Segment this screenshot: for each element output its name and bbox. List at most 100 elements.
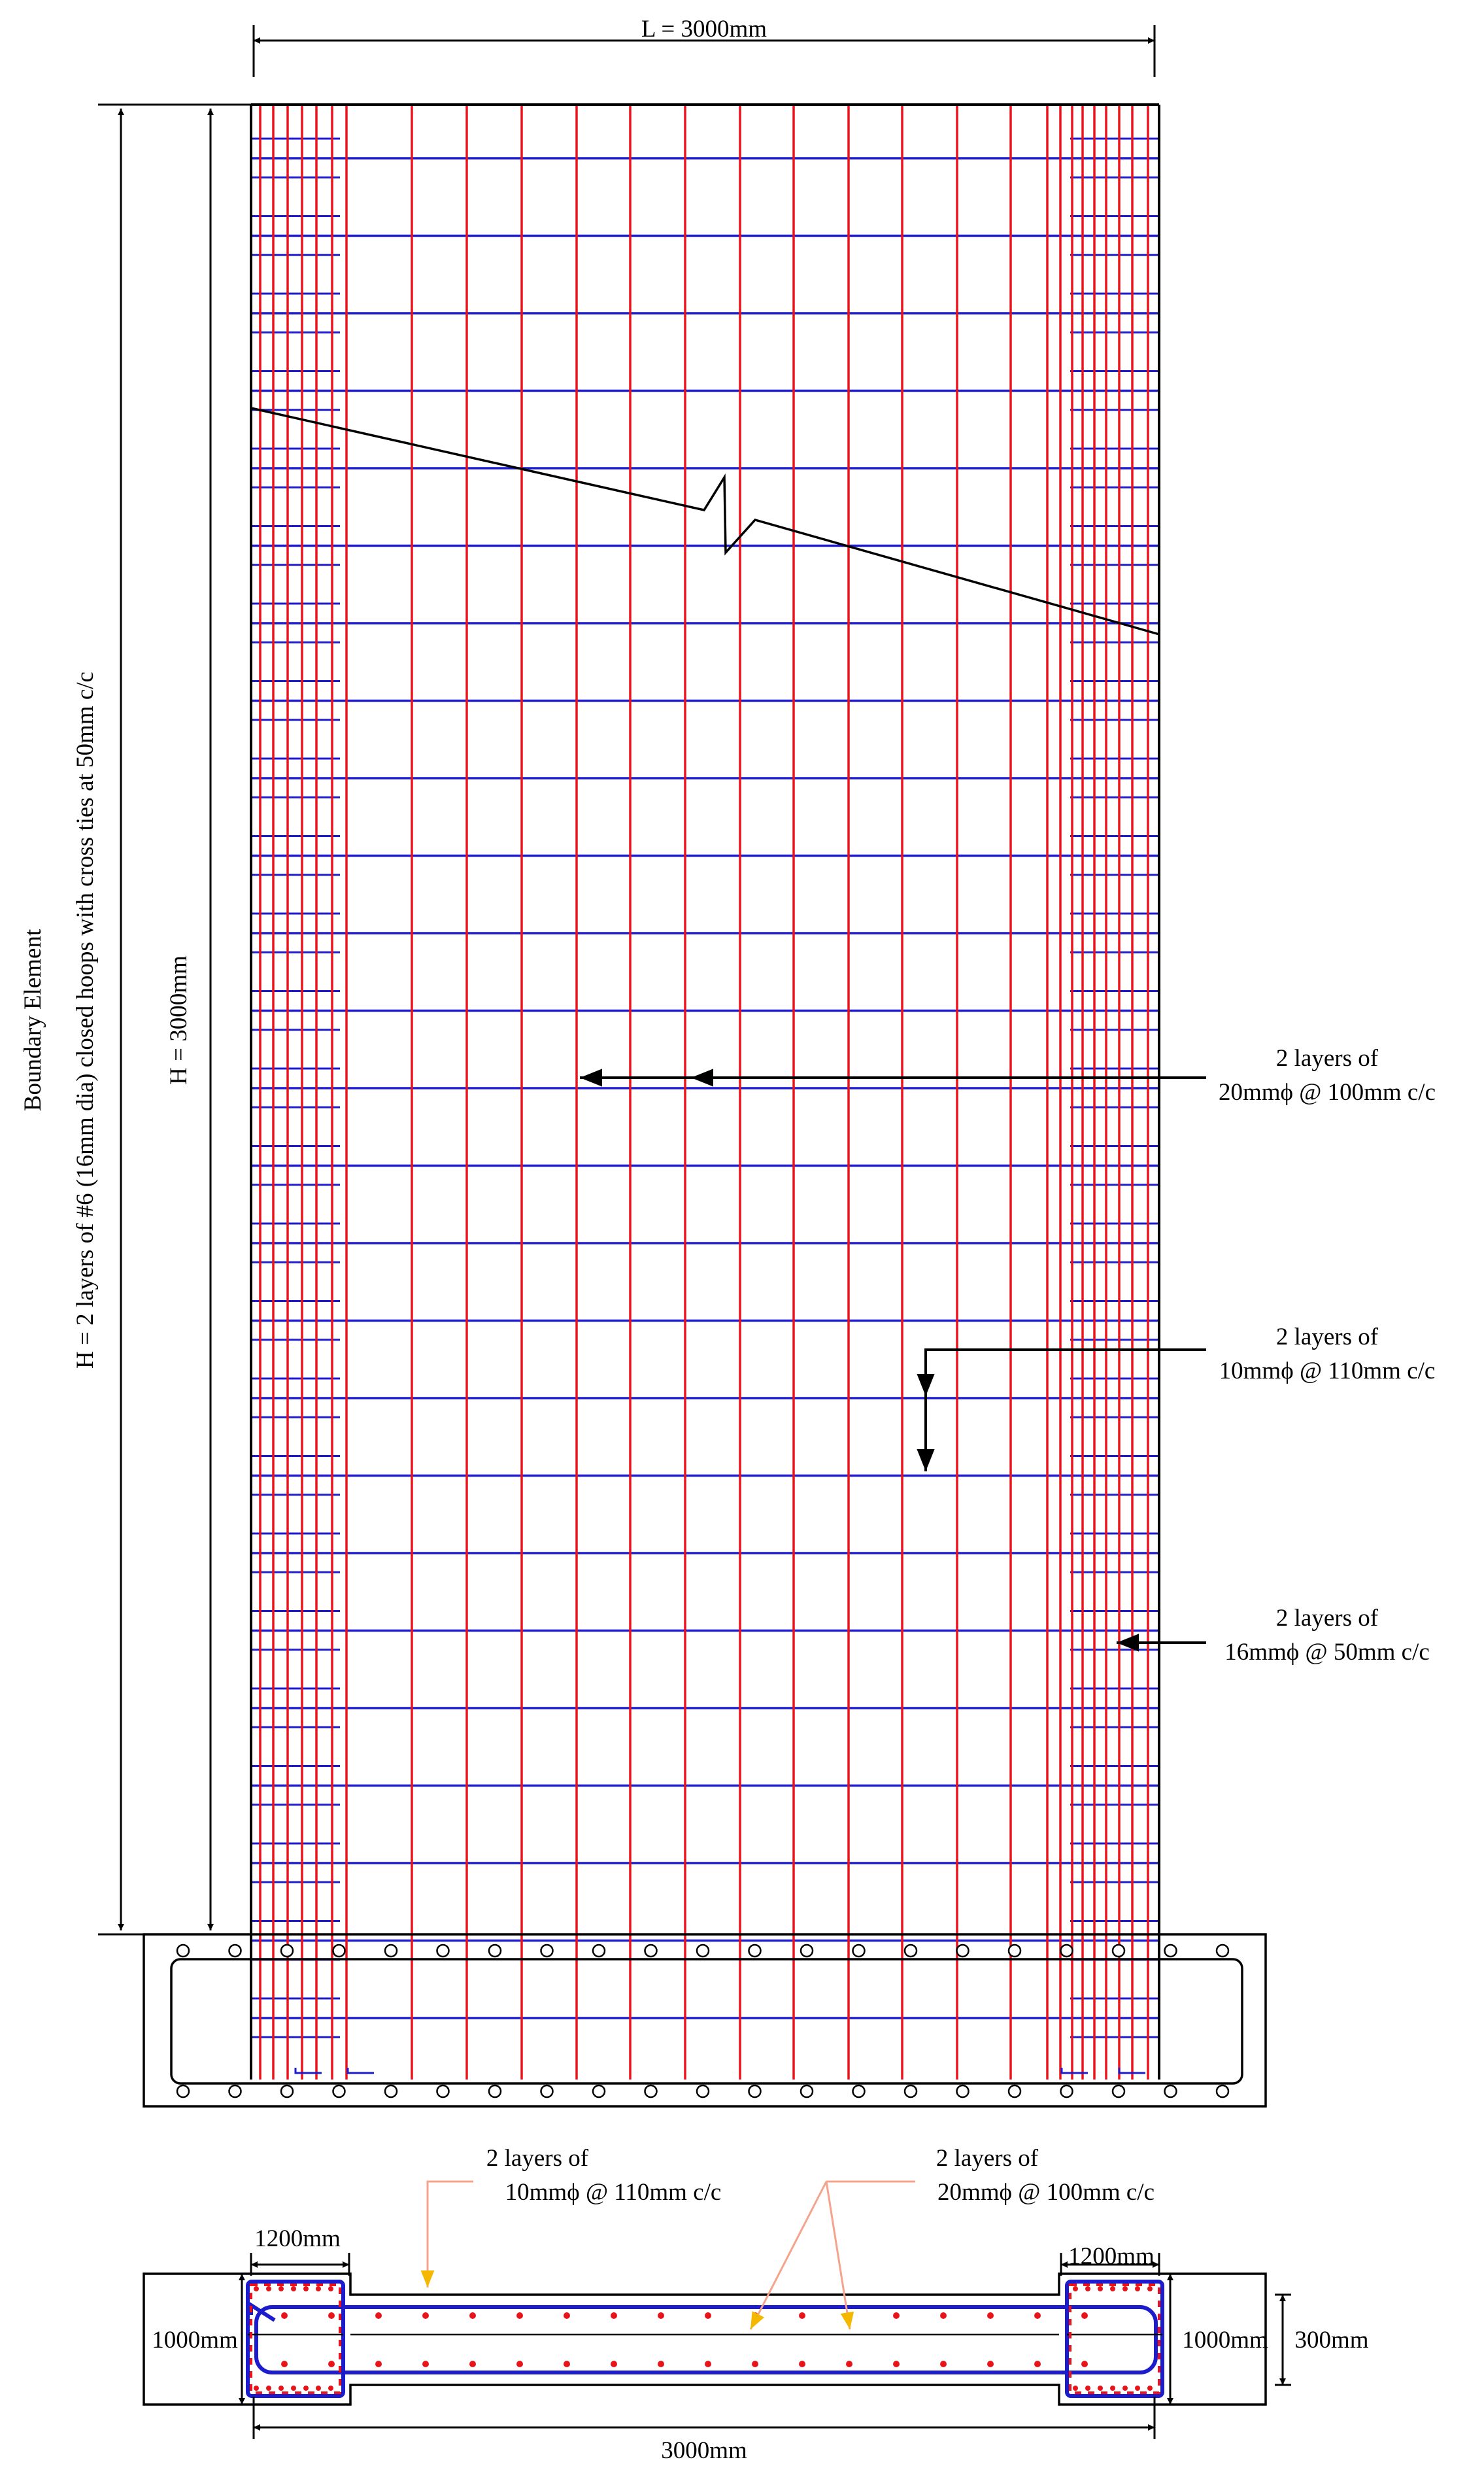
plan-bar-dot xyxy=(1110,2386,1115,2391)
plan-bar-dot xyxy=(291,2386,296,2391)
boundary-bars-dashed xyxy=(250,2284,1160,2394)
plan-bar-dot xyxy=(611,2312,617,2319)
beam-bar xyxy=(1007,2084,1022,2098)
plan-bar-dot xyxy=(1147,2286,1153,2291)
plan-bar-dot xyxy=(1081,2312,1088,2319)
beam-bar xyxy=(540,1944,554,1958)
plan-bar-dot xyxy=(316,2286,321,2291)
beam-bar xyxy=(1060,1944,1073,1958)
plan-bar-dot xyxy=(469,2312,476,2319)
plan-bar-dot xyxy=(316,2386,321,2391)
plan-bar-dot xyxy=(328,2286,333,2291)
plan-bar-dot xyxy=(705,2361,711,2367)
plan-bar-dot xyxy=(328,2361,335,2367)
bar-hook xyxy=(346,2068,374,2074)
horizontal-bars-callout-line2: 10mmϕ @ 110mm c/c xyxy=(1219,1358,1436,1384)
plan-bar-dot xyxy=(375,2361,382,2367)
plan-bar-dot xyxy=(705,2312,711,2319)
plan-vertical-callout-line2: 20mmϕ @ 100mm c/c xyxy=(937,2179,1155,2206)
web-thickness-label: 300mm xyxy=(1294,2327,1368,2354)
beam-bar xyxy=(436,1944,450,1958)
beam-bar xyxy=(800,2084,814,2098)
plan-bar-dot xyxy=(752,2361,758,2367)
plan-bar-dot xyxy=(940,2312,947,2319)
plan-bar-dot xyxy=(658,2312,664,2319)
plan-bar-dot xyxy=(422,2312,429,2319)
bar-hook xyxy=(294,2068,322,2074)
foundation-beam xyxy=(143,1933,1267,2108)
boundary-element-title: Boundary Element xyxy=(20,929,46,1111)
plan-bar-dot xyxy=(799,2312,805,2319)
plan-length-label: 3000mm xyxy=(661,2437,747,2464)
plan-bar-dot xyxy=(469,2361,476,2367)
plan-bar-dot xyxy=(278,2286,284,2291)
plan-bar-dot xyxy=(1098,2386,1103,2391)
beam-bar xyxy=(592,2084,606,2098)
plan-bar-dot xyxy=(1122,2386,1128,2391)
plan-bar-dot xyxy=(799,2361,805,2367)
plan-bar-dot xyxy=(1085,2286,1090,2291)
beam-bar xyxy=(696,2084,710,2098)
plan-dimensions xyxy=(239,2253,1291,2439)
beam-bar xyxy=(748,1944,762,1958)
beam-bar xyxy=(332,2084,346,2098)
beam-bar xyxy=(384,1944,398,1958)
beam-bar xyxy=(1215,1944,1230,1958)
right-boundary-width-label: 1200mm xyxy=(1068,2243,1155,2270)
plan-bar-dot xyxy=(1034,2312,1041,2319)
plan-bar-dot xyxy=(1147,2386,1153,2391)
beam-bar xyxy=(956,1944,970,1958)
plan-vertical-callout-line1: 2 layers of xyxy=(936,2145,1039,2172)
plan-bar-dot xyxy=(1110,2286,1115,2291)
boundary-element-note: H = 2 layers of #6 (16mm dia) closed hoo… xyxy=(72,672,99,1369)
horizontal-bars-group xyxy=(251,157,1159,2019)
break-line xyxy=(250,407,1160,636)
plan-bar-dot xyxy=(328,2312,335,2319)
wall-outline xyxy=(250,103,1160,2080)
horizontal-bars-leader xyxy=(917,1348,1206,1471)
beam-bar xyxy=(903,2084,918,2098)
plan-bar-dot xyxy=(893,2312,900,2319)
beam-bar xyxy=(1215,2084,1230,2098)
beam-bar xyxy=(800,1944,814,1958)
beam-bar xyxy=(903,1944,918,1958)
plan-vertical-bars-dots xyxy=(254,2286,1153,2391)
right-boundary-depth-label: 1000mm xyxy=(1182,2327,1268,2354)
beam-bar xyxy=(228,2084,242,2098)
plan-bar-dot xyxy=(254,2286,259,2291)
plan-bar-dot xyxy=(278,2386,284,2391)
plan-bar-dot xyxy=(1122,2286,1128,2291)
plan-bar-dot xyxy=(266,2386,271,2391)
beam-bar xyxy=(436,2084,450,2098)
plan-bar-dot xyxy=(564,2312,570,2319)
beam-bar xyxy=(852,1944,866,1958)
plan-horizontal-callout-line2: 10mmϕ @ 110mm c/c xyxy=(505,2179,722,2206)
beam-bar xyxy=(280,2084,294,2098)
bar-hook xyxy=(1118,2068,1145,2074)
beam-bar xyxy=(644,2084,658,2098)
beam-bar xyxy=(176,1944,190,1958)
plan-bar-dot xyxy=(658,2361,664,2367)
plan-bar-dot xyxy=(564,2361,570,2367)
plan-vertical-leader xyxy=(749,2180,915,2330)
plan-bar-dot xyxy=(1073,2286,1078,2291)
plan-bar-dot xyxy=(846,2361,852,2367)
plan-bar-dot xyxy=(422,2361,429,2367)
plan-bar-dot xyxy=(1073,2386,1078,2391)
beam-bar xyxy=(852,2084,866,2098)
plan-outline xyxy=(143,2272,1267,2406)
horizontal-bars-callout-line1: 2 layers of xyxy=(1276,1324,1379,1350)
height-label: H = 3000mm xyxy=(165,955,192,1085)
bar-hook xyxy=(1060,2068,1088,2074)
beam-bar xyxy=(280,1944,294,1958)
plan-bar-dot xyxy=(281,2312,288,2319)
plan-bar-dot xyxy=(254,2386,259,2391)
vertical-bars-group xyxy=(259,105,1149,2080)
plan-bar-dot xyxy=(611,2361,617,2367)
plan-bar-dot xyxy=(987,2361,994,2367)
beam-bar xyxy=(644,1944,658,1958)
beam-bar xyxy=(748,2084,762,2098)
left-boundary-width-label: 1200mm xyxy=(254,2225,341,2252)
plan-bar-dot xyxy=(375,2312,382,2319)
